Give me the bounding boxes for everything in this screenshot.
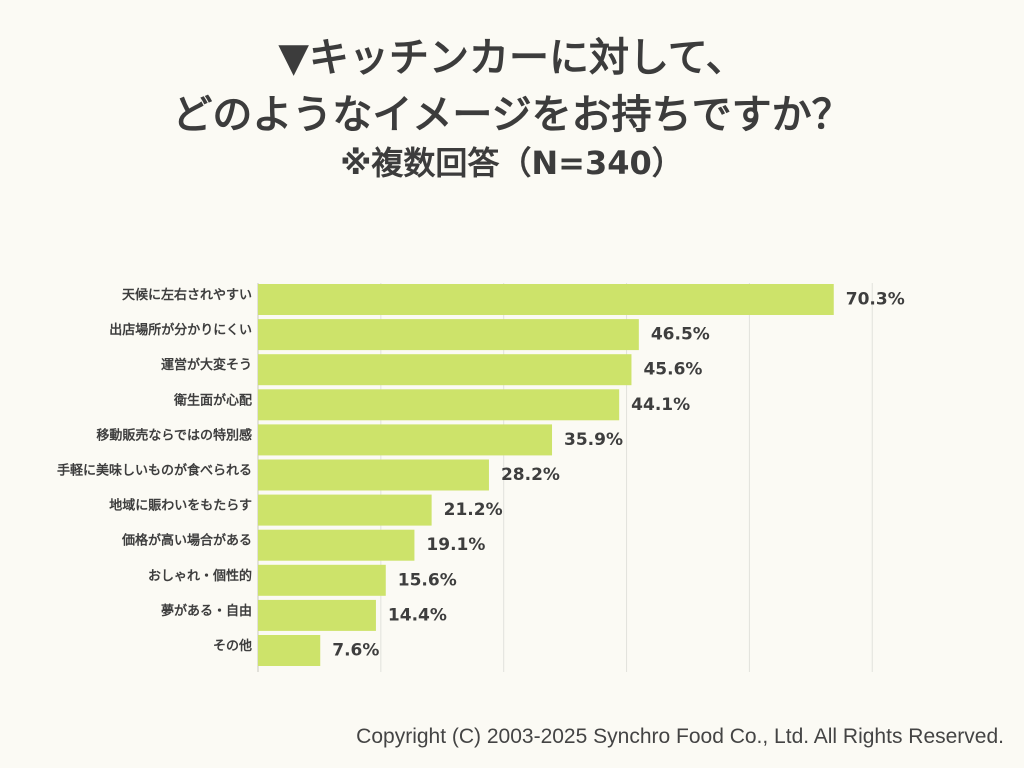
- category-label: 運営が大変そう: [161, 357, 252, 373]
- bar: [258, 389, 620, 421]
- bar: [258, 529, 415, 561]
- value-label: 45.6%: [643, 360, 702, 380]
- value-label: 7.6%: [332, 641, 379, 661]
- category-label: 手軽に美味しいものが食べられる: [57, 463, 252, 479]
- copyright-notice: Copyright (C) 2003-2025 Synchro Food Co.…: [356, 725, 1004, 748]
- value-label: 15.6%: [398, 570, 457, 590]
- category-label: おしゃれ・個性的: [148, 568, 252, 584]
- value-label: 44.1%: [631, 395, 690, 415]
- bar: [258, 284, 834, 315]
- value-label: 28.2%: [501, 465, 560, 485]
- value-label: 14.4%: [388, 605, 447, 625]
- chart-title-line-1: ▼キッチンカーに対して、: [278, 35, 746, 81]
- category-label: 地域に賑わいをもたらす: [109, 498, 252, 514]
- category-label: 夢がある・自由: [161, 603, 252, 619]
- category-label: 価格が高い場合がある: [121, 533, 252, 549]
- value-label: 21.2%: [444, 500, 503, 520]
- category-label: 衛生面が心配: [173, 392, 252, 408]
- bar: [258, 354, 632, 386]
- chart-title-line-2: どのようなイメージをお持ちですか？: [172, 92, 852, 138]
- bar: [258, 424, 553, 456]
- bar: [258, 459, 489, 491]
- bar: [258, 599, 376, 631]
- value-label: 46.5%: [651, 325, 710, 345]
- value-label: 70.3%: [846, 290, 905, 310]
- category-label: 出店場所が分かりにくい: [109, 322, 252, 338]
- category-label: 天候に左右されやすい: [122, 287, 252, 303]
- chart-subtitle: ※複数回答（N=340）: [340, 144, 684, 182]
- bar: [258, 319, 639, 351]
- value-label: 19.1%: [426, 535, 485, 555]
- bar: [258, 635, 321, 666]
- category-label: 移動販売ならではの特別感: [96, 427, 252, 443]
- category-label: その他: [213, 638, 252, 654]
- value-label: 35.9%: [564, 430, 623, 450]
- bar: [258, 494, 432, 526]
- bar: [258, 564, 386, 596]
